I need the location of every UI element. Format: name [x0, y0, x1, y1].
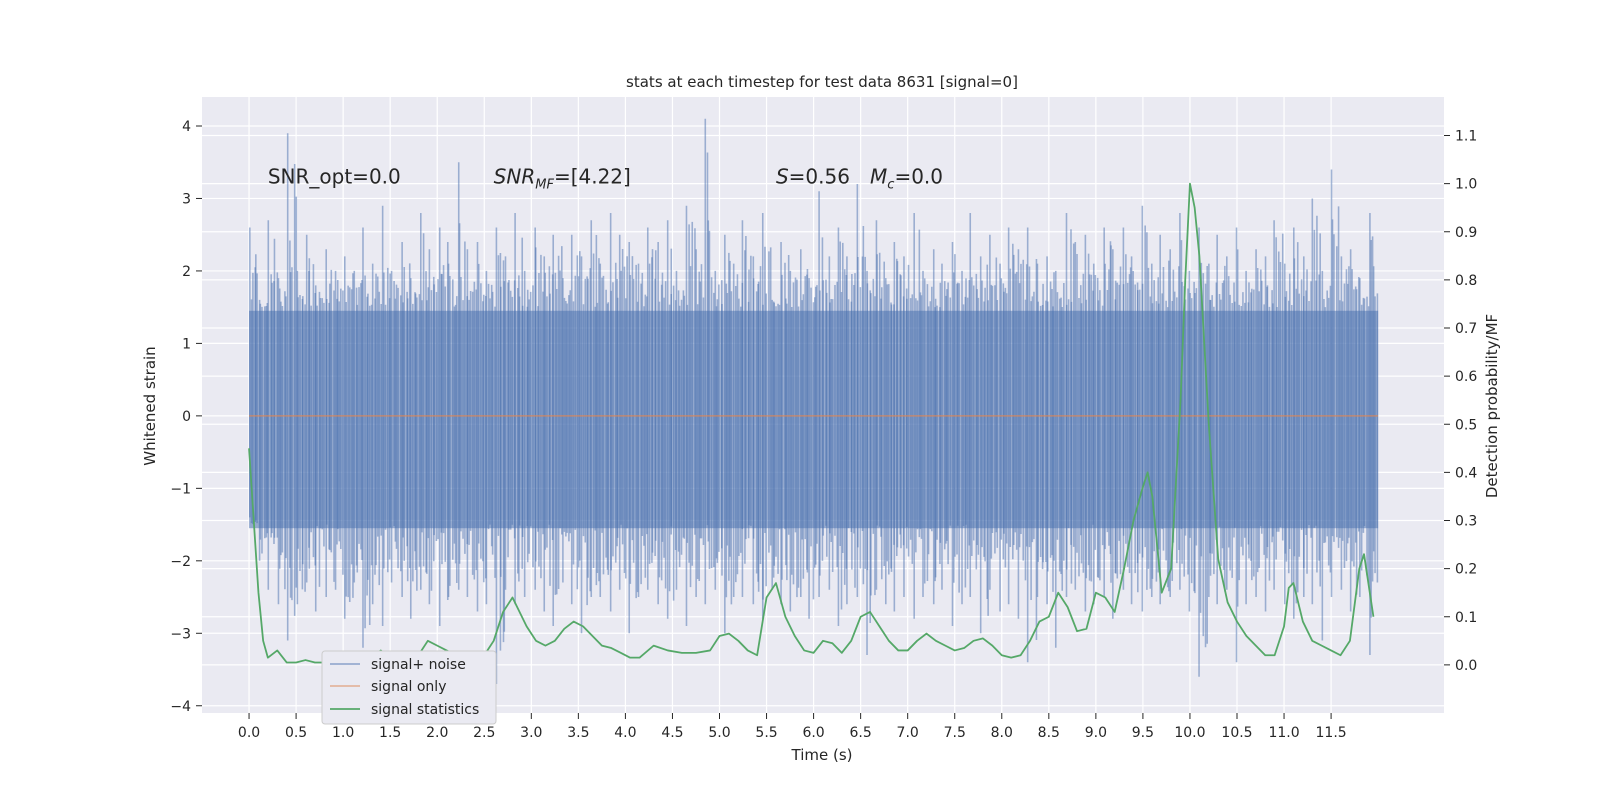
y2-tick-label: 1.1	[1455, 129, 1477, 145]
x-tick-label: 3.5	[567, 725, 589, 741]
y2-tick-label: 0.6	[1455, 369, 1477, 385]
y2-tick-label: 0.7	[1455, 321, 1477, 337]
x-tick-label: 10.0	[1174, 725, 1205, 741]
y-axis-label: Whitened strain	[141, 346, 159, 465]
x-tick-label: 6.5	[850, 725, 872, 741]
series-signal-statistics	[248, 182, 1375, 664]
annotation: SNRMF=[4.22]	[494, 165, 631, 193]
x-tick-label: 1.0	[332, 725, 354, 741]
series-lines	[248, 182, 1379, 664]
y2-tick-label: 0.1	[1455, 610, 1477, 626]
y-tick-label: 4	[182, 119, 191, 135]
y2-tick-label: 0.9	[1455, 225, 1477, 241]
y2-tick-label: 0.5	[1455, 417, 1477, 433]
x-tick-label: 7.0	[897, 725, 919, 741]
y2-tick-label: 0.3	[1455, 514, 1477, 530]
y2-axis-ticks: 0.0 0.1 0.2 0.3 0.4 0.5 0.6 0.7 0.8 0.9 1.0 1.1	[1444, 129, 1477, 674]
y2-tick-label: 1.0	[1455, 177, 1477, 193]
y2-tick-label: 0.8	[1455, 273, 1477, 289]
x-tick-label: 1.5	[379, 725, 401, 741]
x-tick-label: 8.0	[991, 725, 1013, 741]
y-axis-ticks: −4 −3 −2 −1 0 1 2 3 4	[170, 119, 202, 715]
x-tick-label: 8.5	[1038, 725, 1060, 741]
y-tick-label: −1	[170, 481, 191, 497]
x-tick-label: 2.5	[473, 725, 495, 741]
y-tick-label: −4	[170, 699, 191, 715]
legend-label-signal-only: signal only	[371, 679, 446, 695]
x-tick-label: 4.0	[614, 725, 636, 741]
y-tick-label: 1	[182, 336, 191, 352]
x-tick-label: 5.0	[708, 725, 730, 741]
annotation: Mc=0.0	[870, 165, 943, 193]
y2-axis-label: Detection probability/MF	[1483, 314, 1501, 498]
x-tick-label: 3.0	[520, 725, 542, 741]
y-tick-label: 2	[182, 264, 191, 280]
y-tick-label: −2	[170, 554, 191, 570]
y2-tick-label: 0.4	[1455, 465, 1477, 481]
x-tick-label: 4.5	[661, 725, 683, 741]
x-tick-label: 9.0	[1085, 725, 1107, 741]
y-tick-label: 3	[182, 191, 191, 207]
x-tick-label: 9.5	[1132, 725, 1154, 741]
x-tick-label: 0.5	[285, 725, 307, 741]
noise-band	[249, 118, 1379, 685]
x-tick-label: 2.0	[426, 725, 448, 741]
x-tick-label: 6.0	[802, 725, 824, 741]
legend-label-signal-statistics: signal statistics	[371, 702, 479, 718]
chart-title: stats at each timestep for test data 863…	[626, 73, 1018, 91]
x-tick-label: 11.0	[1268, 725, 1299, 741]
x-axis-label: Time (s)	[791, 746, 853, 764]
x-tick-label: 10.5	[1221, 725, 1252, 741]
y-tick-label: 0	[182, 409, 191, 425]
y2-tick-label: 0.2	[1455, 562, 1477, 578]
x-tick-label: 5.5	[755, 725, 777, 741]
y-tick-label: −3	[170, 626, 191, 642]
legend: signal+ noise signal only signal statist…	[321, 650, 497, 725]
x-tick-label: 0.0	[238, 725, 260, 741]
x-tick-label: 7.5	[944, 725, 966, 741]
x-tick-label: 11.5	[1316, 725, 1347, 741]
annotations: SNR_opt=0.0 SNRMF=[4.22] S=0.56 Mc=0.0	[268, 165, 943, 193]
y2-tick-label: 0.0	[1455, 658, 1477, 674]
legend-box	[321, 650, 497, 725]
annotation: S=0.56	[776, 165, 850, 189]
legend-label-signal-noise: signal+ noise	[371, 657, 466, 673]
annotation: SNR_opt=0.0	[268, 165, 401, 189]
x-axis-ticks: 0.0 0.5 1.0 1.5 2.0 2.5 3.0 3.5 4.0 4.5 5.0 5.5 6.0 6…	[238, 713, 1347, 741]
